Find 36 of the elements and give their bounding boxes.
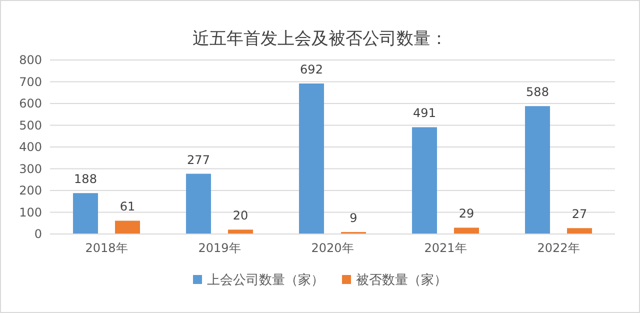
y-tick-label: 500 <box>19 118 42 132</box>
bar <box>454 228 479 234</box>
data-label: 61 <box>120 200 136 214</box>
data-label: 692 <box>300 62 323 76</box>
data-label: 588 <box>526 85 549 100</box>
bar <box>115 220 140 234</box>
data-label: 277 <box>187 152 210 167</box>
legend-label: 上会公司数量（家） <box>207 272 324 288</box>
x-tick-label: 2018年 <box>85 241 128 255</box>
y-tick-label: 400 <box>19 140 42 154</box>
data-label: 20 <box>232 208 248 223</box>
legend-label: 被否数量（家） <box>356 272 447 288</box>
data-label: 29 <box>458 206 474 221</box>
x-tick-label: 2021年 <box>424 241 467 255</box>
bar <box>228 230 253 234</box>
data-label: 27 <box>572 207 588 222</box>
data-label: 188 <box>74 172 97 186</box>
data-label: 9 <box>350 211 358 226</box>
y-tick-label: 700 <box>19 74 42 89</box>
bar <box>412 127 437 234</box>
y-tick-label: 600 <box>19 96 42 110</box>
bar <box>73 193 98 234</box>
bar <box>525 106 550 234</box>
y-tick-label: 300 <box>19 162 42 176</box>
y-tick-label: 0 <box>34 227 42 241</box>
y-tick-label: 100 <box>19 205 42 220</box>
data-label: 491 <box>413 106 436 120</box>
y-tick-label: 800 <box>19 53 42 67</box>
x-tick-label: 2019年 <box>198 241 241 255</box>
x-tick-label: 2020年 <box>311 241 354 255</box>
y-tick-label: 200 <box>19 184 42 198</box>
x-tick-label: 2022年 <box>537 241 580 255</box>
bar <box>186 174 211 234</box>
chart-title: 近五年首发上会及被否公司数量： <box>192 29 448 48</box>
bar <box>299 83 324 234</box>
bar <box>567 228 592 234</box>
